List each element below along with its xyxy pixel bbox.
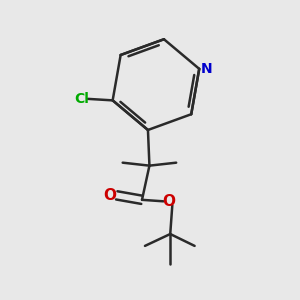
Text: Cl: Cl bbox=[74, 92, 89, 106]
Text: O: O bbox=[162, 194, 175, 209]
Text: O: O bbox=[103, 188, 116, 203]
Text: N: N bbox=[201, 62, 212, 76]
